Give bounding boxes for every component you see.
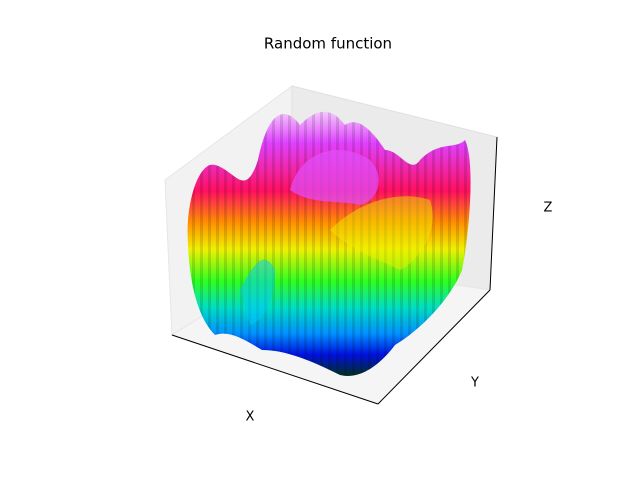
axes [171,136,498,405]
surface [187,111,471,376]
x-axis-label: X [246,410,255,425]
y-axis-label: Y [470,376,479,391]
chart-title: Random function [264,35,392,53]
z-axis-label: Z [544,201,553,216]
